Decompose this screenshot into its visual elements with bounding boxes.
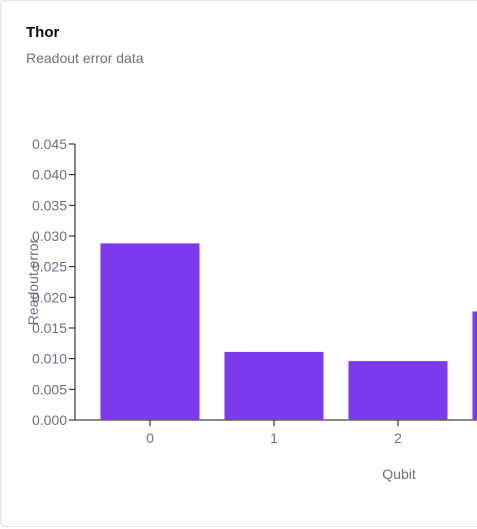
x-axis-title: Qubit xyxy=(382,466,416,482)
bar-qubit-0[interactable] xyxy=(100,243,200,420)
bar-qubit-1[interactable] xyxy=(224,351,324,420)
y-axis: 0.000 0.005 0.010 0.015 0.020 0.025 0.030 0.035… xyxy=(32,136,76,428)
card-title: Thor xyxy=(26,24,60,41)
x-tick-label: 1 xyxy=(270,430,278,446)
y-tick-label: 0.000 xyxy=(32,412,67,428)
y-tick-label: 0.015 xyxy=(32,320,67,336)
x-tick-label: 0 xyxy=(146,430,154,446)
y-tick-label: 0.040 xyxy=(32,167,67,183)
y-tick-label: 0.010 xyxy=(32,351,67,367)
y-tick-label: 0.025 xyxy=(32,259,67,275)
y-tick-label: 0.035 xyxy=(32,197,67,213)
bar-qubit-3[interactable] xyxy=(472,311,477,420)
bar-qubit-2[interactable] xyxy=(348,361,448,420)
y-tick-label: 0.045 xyxy=(32,136,67,152)
x-tick-label: 2 xyxy=(394,430,402,446)
y-tick-label: 0.020 xyxy=(32,289,67,305)
x-axis: 0123 xyxy=(75,419,477,446)
bars xyxy=(100,243,477,420)
y-axis-title: Readout error xyxy=(25,238,41,325)
y-tick-label: 0.005 xyxy=(32,381,67,397)
card-subtitle: Readout error data xyxy=(26,50,144,66)
y-tick-label: 0.030 xyxy=(32,228,67,244)
